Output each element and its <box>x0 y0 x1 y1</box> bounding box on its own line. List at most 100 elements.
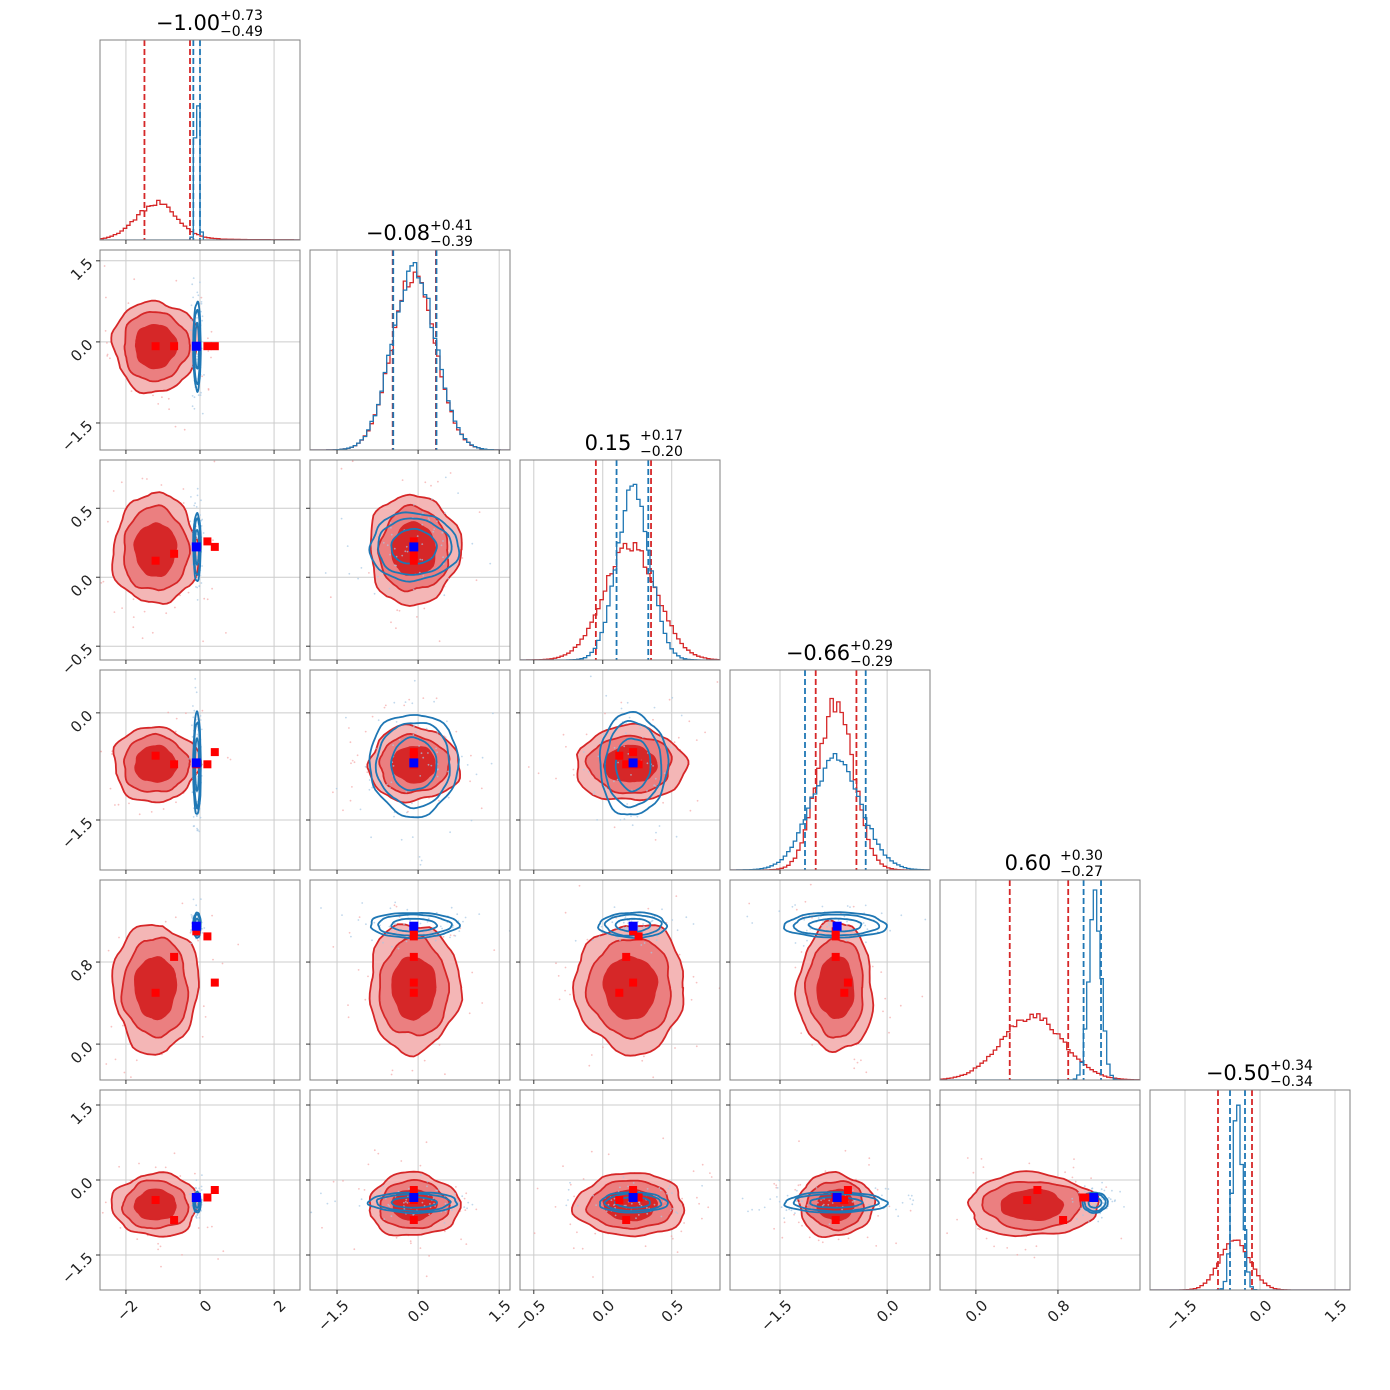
scatter-point <box>179 1175 182 1177</box>
panel-title-3: −0.66 +0.29−0.29 <box>786 638 893 670</box>
scatter-point <box>470 819 473 822</box>
scatter-point <box>613 1197 616 1200</box>
scatter-point <box>796 1200 798 1203</box>
scatter-point <box>192 705 194 707</box>
scatter-point <box>341 914 343 916</box>
scatter-point <box>201 1035 204 1038</box>
scatter-point <box>358 916 361 918</box>
red-marker <box>192 927 201 936</box>
scatter-point <box>475 1208 478 1211</box>
contour-blue-outer <box>597 911 669 939</box>
scatter-point <box>104 330 107 332</box>
scatter-point <box>416 535 419 537</box>
red-marker <box>831 952 840 961</box>
scatter-point <box>444 1230 446 1233</box>
scatter-point <box>665 1192 668 1195</box>
scatter-point <box>653 706 656 709</box>
scatter-point <box>422 697 425 699</box>
scatter-point <box>590 1054 593 1056</box>
scatter-point <box>844 1149 847 1152</box>
scatter-point <box>572 1247 575 1250</box>
scatter-point <box>587 770 590 773</box>
scatter-point <box>644 1245 647 1248</box>
scatter-point <box>332 946 335 948</box>
scatter-point <box>447 770 449 773</box>
scatter-point <box>225 632 227 634</box>
scatter-point <box>192 825 195 828</box>
scatter-point <box>569 1223 572 1226</box>
scatter-point <box>207 388 210 390</box>
scatter-point <box>195 506 198 508</box>
scatter-point <box>627 753 630 755</box>
scatter-point <box>361 902 364 904</box>
scatter-point <box>210 330 213 333</box>
scatter-point <box>379 924 381 927</box>
scatter-point <box>876 1188 879 1191</box>
title-lower: −0.29 <box>850 654 893 670</box>
scatter-point <box>400 1160 403 1162</box>
scatter-point <box>109 357 111 360</box>
scatter-point <box>167 397 170 400</box>
scatter-point <box>794 904 796 906</box>
scatter-point <box>652 718 654 721</box>
scatter-point <box>196 487 199 490</box>
scatter-point <box>775 1184 778 1187</box>
scatter-point <box>475 579 478 582</box>
scatter-point <box>438 640 441 643</box>
scatter-point <box>406 1201 409 1204</box>
scatter-point <box>574 939 577 942</box>
markers <box>831 921 852 997</box>
scatter-point <box>392 744 394 747</box>
scatter-point <box>661 908 663 911</box>
scatter-point <box>196 355 199 358</box>
scatter-point <box>1109 1198 1112 1201</box>
scatter-point <box>555 777 557 780</box>
scatter-point <box>446 720 448 723</box>
scatter-point <box>442 935 445 938</box>
scatter-point <box>585 733 588 736</box>
scatter-point <box>107 520 109 523</box>
scatter-point <box>421 1201 424 1204</box>
scatter-point <box>864 1198 867 1201</box>
scatter-point <box>887 1188 890 1190</box>
scatter-point <box>192 277 195 279</box>
scatter-point <box>451 926 454 929</box>
scatter-point <box>411 702 414 705</box>
panel-frame <box>519 669 721 871</box>
scatter-point <box>422 756 425 759</box>
scatter-point <box>310 1211 313 1214</box>
scatter-point <box>370 836 372 839</box>
scatter-point <box>353 761 356 764</box>
red-marker <box>1084 1193 1093 1202</box>
x-tick-label: 0.0 <box>962 1296 992 1326</box>
scatter-point <box>74 380 76 382</box>
scatter-point <box>769 1198 772 1200</box>
scatter-point <box>786 1194 789 1197</box>
scatter-point <box>424 481 427 484</box>
scatter-point <box>118 1165 120 1168</box>
scatter-point <box>628 716 631 719</box>
scatter-point <box>442 556 444 559</box>
scatter-point <box>358 1205 361 1207</box>
scatter-point <box>849 906 851 908</box>
scatter-point <box>190 318 193 321</box>
blue-marker <box>628 1193 638 1202</box>
scatter-point <box>401 554 404 557</box>
scatter-point <box>123 1071 126 1074</box>
scatter-point <box>871 965 874 968</box>
contour-blue-mid <box>377 517 453 576</box>
scatter-point <box>458 930 461 932</box>
scatter-point <box>884 997 887 1000</box>
scatter-point <box>654 785 657 787</box>
scatter-point <box>141 637 144 640</box>
scatter-point <box>174 425 177 428</box>
scatter-point <box>348 572 351 575</box>
markers <box>615 1186 643 1224</box>
scatter-point <box>805 929 808 932</box>
scatter-point <box>648 665 650 667</box>
x-tick-label: 0 <box>196 1296 215 1315</box>
scatter-point <box>811 1043 814 1046</box>
scatter-point <box>413 725 415 728</box>
scatter-point <box>195 691 198 694</box>
scatter-point <box>198 1187 201 1190</box>
